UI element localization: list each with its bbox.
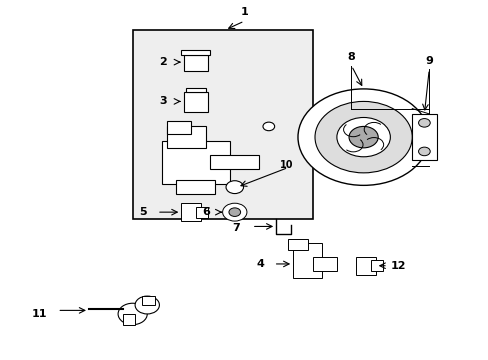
Bar bbox=[411, 114, 436, 160]
Bar bbox=[183, 93, 207, 112]
Circle shape bbox=[135, 296, 159, 314]
Text: 9: 9 bbox=[425, 56, 432, 66]
Circle shape bbox=[263, 122, 274, 131]
Text: 11: 11 bbox=[32, 309, 47, 319]
Text: 8: 8 bbox=[347, 52, 355, 62]
Bar bbox=[186, 88, 205, 93]
Bar bbox=[287, 239, 307, 249]
Bar bbox=[312, 257, 336, 271]
Text: 12: 12 bbox=[389, 261, 405, 271]
Bar bbox=[122, 314, 135, 325]
Text: 10: 10 bbox=[279, 160, 292, 170]
Circle shape bbox=[418, 118, 429, 127]
Text: 2: 2 bbox=[159, 57, 166, 67]
Text: 1: 1 bbox=[240, 8, 248, 18]
Circle shape bbox=[225, 181, 243, 194]
Text: 7: 7 bbox=[231, 223, 239, 233]
Bar bbox=[162, 141, 229, 184]
Bar bbox=[176, 180, 215, 194]
Bar bbox=[166, 126, 205, 148]
Bar bbox=[183, 55, 207, 71]
Text: 5: 5 bbox=[140, 207, 147, 217]
Text: 4: 4 bbox=[256, 259, 264, 269]
Bar bbox=[210, 155, 259, 169]
Circle shape bbox=[418, 147, 429, 156]
Bar bbox=[181, 203, 201, 221]
Bar bbox=[181, 50, 210, 55]
Text: 3: 3 bbox=[159, 96, 166, 107]
Circle shape bbox=[228, 208, 240, 216]
Bar bbox=[370, 260, 382, 271]
Bar bbox=[356, 257, 375, 275]
Circle shape bbox=[314, 102, 411, 173]
Bar bbox=[292, 243, 322, 278]
Circle shape bbox=[297, 89, 428, 185]
Bar bbox=[196, 207, 207, 217]
Circle shape bbox=[222, 203, 246, 221]
Circle shape bbox=[118, 303, 147, 325]
Text: 6: 6 bbox=[202, 207, 210, 217]
Bar bbox=[166, 121, 191, 134]
Circle shape bbox=[348, 126, 377, 148]
Circle shape bbox=[336, 117, 389, 157]
Bar bbox=[132, 30, 312, 219]
Bar bbox=[142, 296, 154, 305]
